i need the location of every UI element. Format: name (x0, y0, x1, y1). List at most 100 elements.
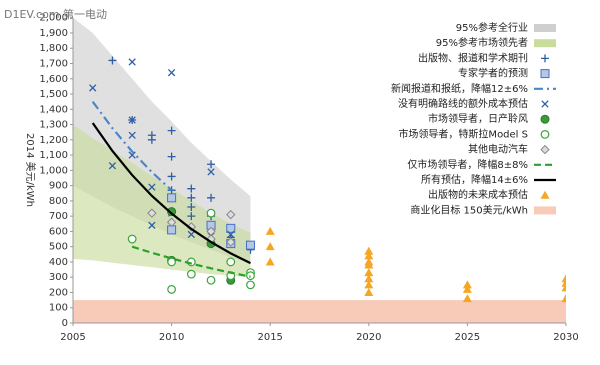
square-marker (540, 69, 550, 79)
legend-label: 专家学者的预测 (458, 67, 528, 80)
ring-marker (167, 257, 177, 267)
triangle-marker (364, 251, 374, 260)
x-marker (128, 131, 136, 139)
ring-marker (540, 129, 550, 139)
ring-marker (186, 269, 196, 279)
legend-label: 出版物的未来成本预估 (428, 188, 528, 201)
x-tick-label: 2015 (257, 332, 282, 343)
legend-label: 仅市场领导者，降幅8±8% (407, 158, 528, 171)
y-tick-label: 1,500 (39, 89, 68, 100)
plus-marker (108, 56, 117, 65)
plus-marker (187, 193, 196, 202)
y-tick-label: 1,300 (39, 120, 68, 131)
x-marker (128, 151, 136, 159)
legend-swatch (534, 206, 556, 215)
y-tick-label: 500 (49, 242, 68, 253)
target-band (73, 300, 566, 323)
legend-label: 出版物、报道和学术期刊 (418, 51, 528, 64)
x-marker (227, 230, 235, 239)
diamond-marker (540, 144, 550, 155)
plus-marker (167, 186, 176, 195)
x-marker (148, 183, 156, 191)
legend-label: 市场领导者，日产聆风 (428, 112, 528, 125)
dot-marker (167, 207, 177, 217)
legend-label: 没有明确路线的额外成本预估 (398, 97, 528, 110)
x-tick-label: 2005 (60, 332, 85, 343)
triangle-marker (364, 274, 374, 283)
triangle-marker (462, 294, 472, 303)
triangle-marker (265, 242, 275, 251)
legend-label: 商业化目标 150美元/kWh (410, 203, 528, 216)
triangle-marker (364, 287, 374, 296)
x-marker (167, 68, 176, 77)
ring-marker (206, 275, 216, 285)
diamond-marker (226, 237, 236, 247)
trend-line (131, 245, 251, 278)
y-tick-label: 1,100 (39, 150, 68, 161)
x-marker (89, 84, 97, 92)
y-tick-label: 1,900 (39, 28, 68, 39)
y-axis-label: 2014 美元/kWh (24, 133, 37, 207)
legend-label: 所有预估，降幅14±6% (421, 173, 528, 186)
legend-label: 95%参考全行业 (456, 21, 528, 34)
ring-marker (206, 208, 216, 218)
x-marker (108, 162, 117, 170)
plus-marker (167, 152, 176, 161)
square-marker (167, 225, 177, 235)
ring-marker (226, 257, 236, 267)
triangle-marker (462, 280, 472, 289)
plus-marker (207, 160, 216, 169)
diamond-marker (147, 208, 157, 218)
watermark: D1EV.com 第一电动 (4, 7, 107, 21)
x-marker (128, 116, 136, 124)
triangle-marker (561, 274, 566, 283)
plus-marker (187, 212, 196, 221)
triangle-marker (561, 283, 566, 292)
ring-marker (167, 285, 177, 294)
plus-marker (207, 193, 216, 202)
y-tick-label: 100 (49, 303, 68, 314)
plus-marker (541, 54, 549, 63)
y-tick-label: 1,700 (39, 58, 68, 69)
y-tick-label: 2,000 (39, 13, 68, 24)
y-tick-label: 1,600 (39, 74, 68, 85)
square-marker (226, 223, 236, 233)
y-tick-label: 1,800 (39, 43, 68, 54)
triangle-marker (462, 284, 472, 293)
x-marker (187, 230, 195, 239)
dot-marker (540, 114, 550, 124)
trend-line (91, 122, 251, 265)
plus-marker (187, 202, 196, 211)
triangle-marker (364, 246, 374, 255)
triangle-marker (364, 268, 374, 277)
diamond-marker (226, 209, 236, 220)
plus-marker (167, 126, 176, 135)
legend-label: 市场领导者，特斯拉Model S (398, 127, 528, 140)
ring-marker (246, 280, 255, 290)
x-tick-label: 2025 (455, 332, 480, 343)
y-tick-label: 600 (49, 226, 68, 237)
legend-swatch (534, 39, 556, 48)
plus-marker (167, 172, 176, 181)
triangle-marker (364, 260, 374, 269)
triangle-marker (561, 294, 566, 303)
square-marker (245, 240, 255, 250)
triangle-marker (265, 257, 275, 266)
x-marker (128, 58, 136, 66)
y-tick-label: 1,200 (39, 135, 68, 146)
plus-marker (187, 184, 196, 193)
diamond-marker (166, 217, 177, 227)
triangle-marker (364, 280, 374, 289)
legend-label: 其他电动汽车 (468, 143, 528, 156)
triangle-marker (561, 278, 566, 287)
triangle-marker (540, 190, 550, 199)
x-marker (148, 221, 156, 229)
trend-line (91, 101, 173, 192)
y-tick-label: 800 (49, 196, 68, 207)
legend-swatch (534, 24, 556, 32)
legend-label: 95%参考市场领先者 (436, 36, 528, 49)
plot (73, 17, 566, 323)
y-tick-label: 0 (62, 318, 68, 329)
plus-marker (147, 135, 156, 144)
y-tick-label: 1,000 (39, 165, 68, 176)
